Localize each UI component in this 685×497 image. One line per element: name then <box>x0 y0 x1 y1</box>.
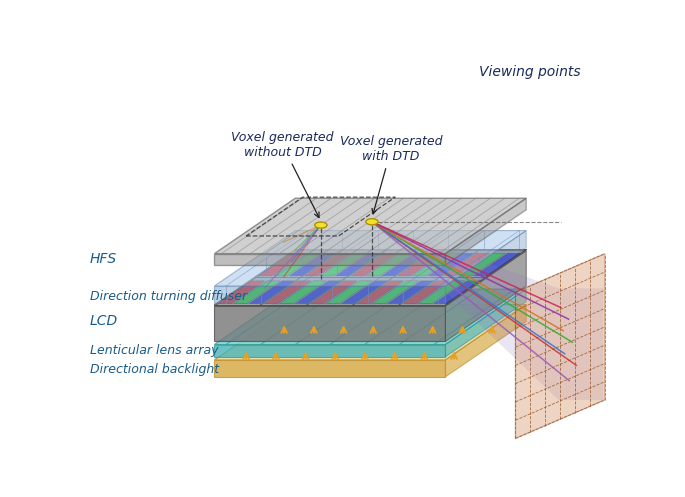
Polygon shape <box>249 281 295 304</box>
Polygon shape <box>388 281 434 304</box>
Polygon shape <box>259 253 305 276</box>
Polygon shape <box>274 253 321 276</box>
Polygon shape <box>214 344 445 357</box>
Polygon shape <box>290 253 336 276</box>
Ellipse shape <box>314 222 327 228</box>
Text: Direction turning diffuser: Direction turning diffuser <box>90 290 247 303</box>
Ellipse shape <box>366 219 378 225</box>
Polygon shape <box>234 281 280 304</box>
Polygon shape <box>515 253 605 438</box>
Polygon shape <box>214 360 445 377</box>
Polygon shape <box>326 281 373 304</box>
Polygon shape <box>474 253 521 276</box>
Text: HFS: HFS <box>90 252 116 266</box>
Polygon shape <box>445 250 526 341</box>
Polygon shape <box>357 281 403 304</box>
Polygon shape <box>214 250 526 306</box>
Polygon shape <box>445 198 526 265</box>
Polygon shape <box>264 281 311 304</box>
Polygon shape <box>219 281 264 304</box>
Text: Directional backlight: Directional backlight <box>90 363 219 376</box>
Polygon shape <box>336 253 382 276</box>
Text: Voxel generated
with DTD: Voxel generated with DTD <box>340 135 443 214</box>
Polygon shape <box>305 253 351 276</box>
Polygon shape <box>372 281 419 304</box>
Polygon shape <box>214 253 445 265</box>
Polygon shape <box>419 281 465 304</box>
Polygon shape <box>214 289 526 344</box>
Polygon shape <box>412 253 459 276</box>
Polygon shape <box>434 281 480 304</box>
Polygon shape <box>428 253 475 276</box>
Text: Lenticular lens array: Lenticular lens array <box>90 344 218 357</box>
Text: Voxel generated
without DTD: Voxel generated without DTD <box>231 131 334 218</box>
Polygon shape <box>382 253 428 276</box>
Polygon shape <box>320 253 366 276</box>
Polygon shape <box>214 305 526 360</box>
Text: Viewing points: Viewing points <box>479 65 581 79</box>
Polygon shape <box>445 231 526 303</box>
Polygon shape <box>214 306 445 341</box>
Polygon shape <box>341 281 388 304</box>
Polygon shape <box>366 253 413 276</box>
Polygon shape <box>310 281 357 304</box>
Polygon shape <box>443 253 490 276</box>
Polygon shape <box>459 253 506 276</box>
Polygon shape <box>445 305 526 377</box>
Polygon shape <box>372 222 603 400</box>
Polygon shape <box>279 281 326 304</box>
Polygon shape <box>295 281 342 304</box>
Text: LCD: LCD <box>90 314 118 328</box>
Polygon shape <box>214 198 526 253</box>
Polygon shape <box>214 231 526 286</box>
Polygon shape <box>403 281 449 304</box>
Polygon shape <box>397 253 444 276</box>
Polygon shape <box>351 253 397 276</box>
Polygon shape <box>445 289 526 357</box>
Polygon shape <box>214 286 445 303</box>
